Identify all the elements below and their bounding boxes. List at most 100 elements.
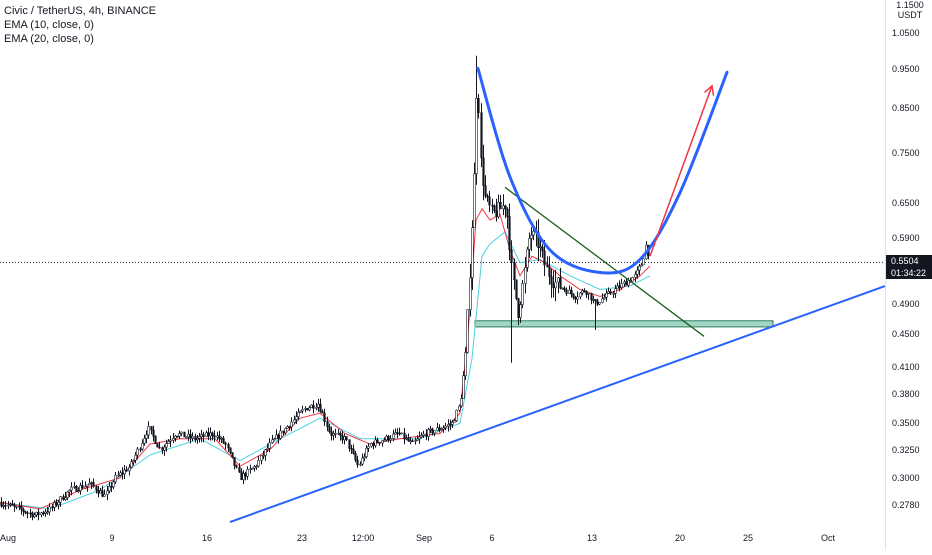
legend-ema10: EMA (10, close, 0) bbox=[4, 19, 94, 31]
candle-body bbox=[306, 408, 309, 411]
candle-body bbox=[174, 435, 177, 439]
candle-body bbox=[273, 438, 276, 441]
candle-body bbox=[359, 463, 362, 466]
candle-body bbox=[150, 426, 153, 431]
candle-body bbox=[526, 248, 529, 268]
candle-body bbox=[202, 434, 205, 438]
candle-body bbox=[497, 202, 500, 218]
candle-body bbox=[9, 503, 12, 506]
candle-body bbox=[185, 436, 188, 439]
candle-body bbox=[95, 485, 98, 491]
candle-body bbox=[339, 432, 342, 436]
candle-body bbox=[84, 486, 87, 489]
candle-body bbox=[59, 496, 62, 503]
current-price-value: 0.5504 bbox=[891, 256, 919, 267]
candle-body bbox=[22, 509, 25, 512]
candle-body bbox=[31, 512, 34, 518]
candle-body bbox=[394, 432, 397, 435]
price-chart[interactable] bbox=[0, 0, 886, 550]
candle-body bbox=[563, 287, 566, 291]
price-tick-label: 0.6500 bbox=[892, 198, 920, 209]
chart-legend: Civic / TetherUS, 4h, BINANCE EMA (10, c… bbox=[4, 4, 156, 46]
candle-body bbox=[284, 427, 287, 434]
candle-body bbox=[262, 455, 265, 457]
candle-body bbox=[376, 439, 379, 443]
legend-symbol: Civic / TetherUS, 4h, BINANCE bbox=[4, 5, 157, 17]
candle-body bbox=[594, 299, 597, 302]
time-tick-label: 16 bbox=[201, 533, 213, 543]
candle-body bbox=[253, 466, 256, 469]
candle-body bbox=[550, 276, 553, 285]
candle-body bbox=[418, 436, 421, 440]
candle-body bbox=[216, 435, 219, 438]
candle-body bbox=[117, 474, 120, 477]
candle-body bbox=[579, 292, 582, 298]
candle-body bbox=[477, 98, 480, 114]
candle-body bbox=[119, 472, 122, 476]
candle-body bbox=[592, 299, 595, 301]
price-scale[interactable]: 1.1500 USDT 1.0500 0.9500 0.8500 0.7500 0.65… bbox=[885, 0, 932, 550]
candle-body bbox=[66, 491, 69, 498]
candle-body bbox=[233, 456, 236, 466]
candle-body bbox=[161, 447, 164, 451]
candle-body bbox=[33, 514, 36, 518]
candle-body bbox=[640, 264, 643, 267]
candle-body bbox=[70, 486, 73, 491]
projection-arrow bbox=[649, 85, 713, 257]
candle-body bbox=[623, 281, 626, 284]
candle-body bbox=[504, 205, 507, 210]
chart-area[interactable]: Civic / TetherUS, 4h, BINANCE EMA (10, c… bbox=[0, 0, 886, 550]
candle-body bbox=[530, 234, 533, 239]
candle-body bbox=[334, 433, 337, 435]
candle-body bbox=[46, 511, 49, 514]
candle-body bbox=[268, 442, 271, 449]
candle-body bbox=[528, 238, 531, 250]
candle-body bbox=[570, 289, 573, 295]
candle-body bbox=[154, 435, 157, 444]
candle-body bbox=[167, 441, 170, 444]
candle-body bbox=[429, 428, 432, 431]
price-tick-label: 0.4900 bbox=[892, 298, 920, 309]
candle-body bbox=[480, 112, 483, 159]
candle-body bbox=[605, 292, 608, 298]
price-tick-label: 0.4100 bbox=[892, 362, 920, 372]
ema20-line bbox=[0, 231, 651, 510]
time-tick-label: 20 bbox=[674, 533, 686, 543]
candle-body bbox=[321, 411, 324, 414]
candle-body bbox=[451, 421, 454, 425]
candle-body bbox=[407, 437, 410, 442]
candle-body bbox=[64, 497, 67, 501]
candle-body bbox=[187, 433, 190, 438]
candle-body bbox=[123, 469, 126, 475]
price-unit-top: 1.1500 bbox=[896, 0, 924, 10]
candle-body bbox=[2, 505, 5, 507]
candle-body bbox=[110, 486, 113, 488]
candle-body bbox=[411, 440, 414, 443]
candle-body bbox=[48, 506, 51, 513]
candle-body bbox=[194, 435, 197, 441]
candle-body bbox=[319, 403, 322, 412]
price-tick-label: 0.3500 bbox=[892, 418, 920, 429]
candle-body bbox=[603, 296, 606, 300]
candle-body bbox=[361, 457, 364, 465]
price-tick-label: 0.8500 bbox=[892, 103, 920, 114]
candle-body bbox=[220, 437, 223, 440]
candle-body bbox=[143, 438, 146, 444]
candle-body bbox=[0, 502, 3, 507]
candle-body bbox=[290, 421, 293, 428]
candle-body bbox=[125, 469, 128, 472]
candle-body bbox=[453, 420, 456, 423]
candle-body bbox=[99, 490, 102, 494]
candle-body bbox=[106, 490, 109, 495]
candle-body bbox=[165, 443, 168, 448]
candle-body bbox=[77, 490, 80, 493]
candle-body bbox=[561, 287, 564, 290]
candle-body bbox=[176, 435, 179, 438]
candle-body bbox=[130, 461, 133, 468]
candle-body bbox=[460, 398, 463, 407]
candle-body bbox=[224, 442, 227, 445]
candle-body bbox=[515, 279, 518, 299]
candle-body bbox=[341, 435, 344, 441]
candle-body bbox=[620, 283, 623, 288]
candle-body bbox=[462, 375, 465, 399]
